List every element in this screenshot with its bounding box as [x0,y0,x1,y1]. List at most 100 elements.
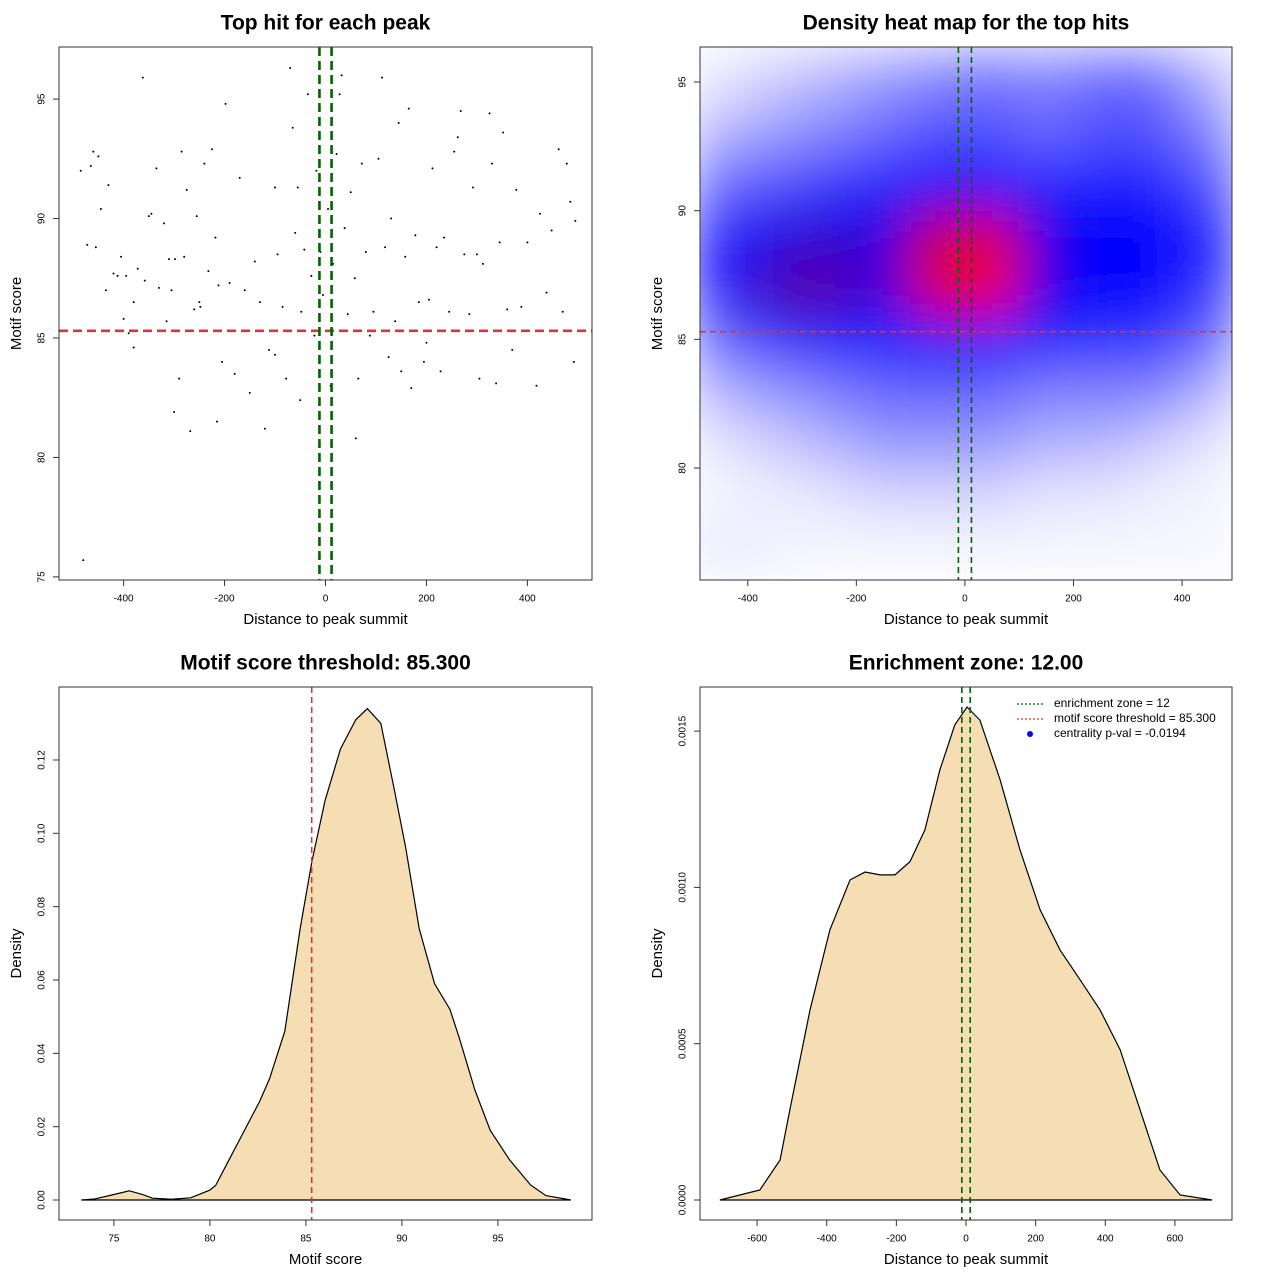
heat-cell [1126,106,1184,161]
point [377,157,380,160]
point [364,250,367,253]
plot-area [81,687,571,1220]
point [459,110,462,113]
point [97,155,100,158]
heat-cell [1181,209,1232,264]
point [515,188,518,191]
point [565,162,568,165]
point [180,150,183,153]
heat-cell [1072,518,1129,572]
heat-cell [1072,364,1129,418]
x-tick-label: 400 [1174,594,1191,605]
legend-label: motif score threshold = 85.300 [1054,711,1216,725]
heat-cell [1126,158,1184,212]
x-tick-label: -400 [738,594,758,605]
heat-cell [1072,261,1129,315]
point [306,93,309,96]
point [258,301,261,304]
heat-cell [855,55,912,109]
heat-cell [801,415,858,470]
point [199,305,202,308]
x-tick-label: 95 [492,1234,504,1245]
heat-cell [1181,415,1232,470]
point [274,186,277,189]
heat-cell [963,158,1021,212]
point [443,236,446,239]
heat-cell [1018,467,1075,521]
point [303,248,306,251]
point [481,262,484,265]
point [417,301,420,304]
heat-cell [909,467,966,521]
heat-cell [855,415,912,470]
point [400,370,403,373]
heat-cell [963,364,1021,418]
plot-frame [58,46,593,581]
heat-cell [700,364,749,418]
heat-cell [746,312,804,367]
point [471,186,474,189]
y-tick-label: 0.10 [37,823,48,843]
heat-cell [855,209,912,264]
point [310,274,313,277]
point [468,313,471,316]
point [174,258,177,261]
point [155,167,158,170]
point [289,67,292,70]
point [439,370,442,373]
y-tick-label: 0.08 [37,896,48,916]
y-tick-label: 0.12 [37,750,48,770]
heat-cell [1181,158,1232,212]
x-tick-label: 0 [323,594,329,605]
point [368,334,371,337]
heat-cell [1018,415,1075,470]
point [193,308,196,311]
point [86,243,89,246]
x-axis-label: Distance to peak summit [884,611,1049,628]
point [526,241,529,244]
point [343,227,346,230]
heat-cell [746,55,804,109]
heat-cell [909,415,966,470]
point [335,153,338,156]
point [498,241,501,244]
heat-cell [700,467,749,521]
point [502,131,505,134]
point [198,301,201,304]
x-tick-label: -600 [747,1234,767,1245]
plot-frame [699,46,1233,581]
heat-cell [1018,312,1075,367]
point [569,200,572,203]
heat-cell [909,261,966,315]
point [104,289,107,292]
point [285,377,288,380]
heat-cell [909,209,966,264]
y-tick-label: 75 [37,571,48,583]
point [384,246,387,249]
x-tick-label: 200 [418,594,435,605]
heat-cell [1126,261,1184,315]
point [233,372,236,375]
point [132,346,135,349]
point [207,270,210,273]
heat-cell [1018,364,1075,418]
heat-cell [801,518,858,572]
point [491,162,494,165]
heat-cell [801,158,858,212]
x-tick-label: 85 [300,1234,312,1245]
heat-cell [1126,312,1184,367]
x-axis-label: Distance to peak summit [884,1251,1049,1268]
heat-cell [746,158,804,212]
heat-cell [801,55,858,109]
heat-cell [1126,518,1184,572]
plot-area [59,47,592,580]
point [94,246,97,249]
y-tick-label: 85 [678,333,689,345]
point [338,93,341,96]
heat-cell [700,312,749,367]
heat-cell [909,55,966,109]
point [422,360,425,363]
point [506,308,509,311]
heat-cell [746,467,804,521]
point [79,169,82,172]
